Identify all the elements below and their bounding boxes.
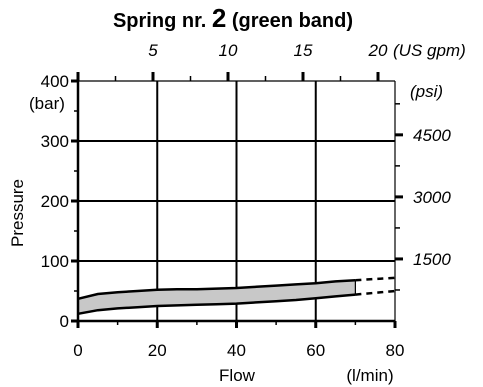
axes xyxy=(71,72,403,328)
chart-title-number: 2 xyxy=(212,3,226,33)
x-tick-label: 0 xyxy=(73,341,82,360)
series-extension-upper xyxy=(355,276,396,282)
top-tick-label: 5 xyxy=(148,41,158,60)
series-lines xyxy=(77,276,396,316)
x-tick-label: 40 xyxy=(227,341,246,360)
chart-title-suffix: (green band) xyxy=(226,10,353,32)
y-tick-label: 300 xyxy=(41,132,69,151)
tick-labels: 0 20 40 60 80 0 100 200 300 400 5 10 15 20 1500 3000 450… xyxy=(41,41,452,360)
x-axis-unit: (l/min) xyxy=(346,366,393,385)
y-tick-label: 100 xyxy=(41,252,69,271)
top-tick-label: 10 xyxy=(219,41,238,60)
x-axis-label: Flow xyxy=(219,366,256,385)
top-tick-label: 15 xyxy=(294,41,313,60)
top-axis-unit: (US gpm) xyxy=(393,41,466,60)
chart-title-prefix: Spring nr. xyxy=(113,10,212,32)
right-tick-label: 1500 xyxy=(413,250,451,269)
y-axis-unit: (bar) xyxy=(29,94,65,113)
series-extension-lower xyxy=(355,289,396,296)
x-tick-label: 60 xyxy=(306,341,325,360)
grid xyxy=(78,81,395,321)
x-tick-label: 20 xyxy=(148,341,167,360)
series-line-upper xyxy=(77,278,356,301)
top-tick-label: 20 xyxy=(368,41,388,60)
right-tick-label: 4500 xyxy=(413,126,451,145)
x-tick-label: 80 xyxy=(386,341,405,360)
chart-title: Spring nr. 2 (green band) xyxy=(113,3,353,33)
y-tick-label: 0 xyxy=(60,312,69,331)
series-line-lower xyxy=(77,293,356,316)
y-tick-label: 400 xyxy=(41,72,69,91)
right-tick-label: 3000 xyxy=(413,188,451,207)
y-tick-label: 200 xyxy=(41,192,69,211)
right-axis-unit: (psi) xyxy=(410,82,443,101)
y-axis-label: Pressure xyxy=(8,179,27,247)
